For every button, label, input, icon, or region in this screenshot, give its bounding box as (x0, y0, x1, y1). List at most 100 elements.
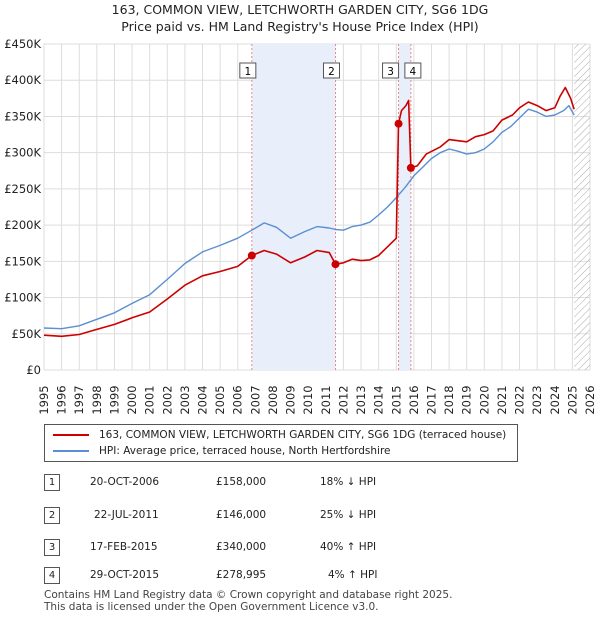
x-axis-ticks: 1995 1996 1997 1998 1999 2000 2001 2002 2003 2004… (37, 385, 597, 414)
hpi-line (43, 104, 575, 330)
footer-attribution: Contains HM Land Registry data © Crown c… (44, 589, 452, 613)
y-tick-label: £350K (4, 109, 41, 123)
x-tick-label: 2021 (495, 385, 509, 414)
x-tick-label: 2003 (178, 385, 192, 414)
series-lines (43, 86, 575, 338)
sale-marker (331, 260, 340, 269)
x-tick-label: 1995 (37, 385, 51, 414)
y-tick-label: £50K (12, 327, 42, 341)
x-tick-label: 2008 (266, 385, 280, 414)
y-tick-label: £150K (4, 254, 41, 268)
sale-price: £146,000 (216, 509, 267, 521)
sale-date: 22-JUL-2011 (94, 509, 159, 521)
x-tick-label: 2000 (125, 385, 139, 414)
y-tick-label: £300K (4, 146, 41, 160)
x-tick-label: 1998 (90, 385, 104, 414)
table-row: 3 17-FEB-2015 £340,000 40% ↑ HPI (44, 537, 444, 557)
table-row: 1 20-OCT-2006 £158,000 18% ↓ HPI (44, 472, 444, 492)
title-line-2: Price paid vs. HM Land Registry's House … (121, 19, 479, 34)
y-tick-label: £0 (26, 363, 41, 377)
sale-date: 20-OCT-2006 (90, 476, 159, 488)
sale-label-box (322, 62, 340, 79)
x-tick-label: 2012 (336, 385, 350, 414)
x-tick-label: 2011 (319, 385, 333, 414)
legend-item-property: 163, COMMON VIEW, LETCHWORTH GARDEN CITY… (53, 427, 506, 443)
x-tick-label: 2013 (354, 385, 368, 414)
x-tick-label: 1997 (72, 385, 86, 414)
legend-label-hpi: HPI: Average price, terraced house, Nort… (99, 445, 391, 457)
sale-hpi-diff: 4% ↑ HPI (328, 569, 378, 581)
sale-marker (247, 251, 256, 260)
sale-labels: 1 2 3 4 (239, 62, 422, 79)
shaded-period (398, 44, 411, 370)
x-tick-label: 2001 (143, 385, 157, 414)
x-tick-label: 2017 (424, 385, 438, 414)
footer-line-1: Contains HM Land Registry data © Crown c… (44, 589, 453, 601)
sale-hpi-diff: 18% ↓ HPI (320, 476, 377, 488)
chart-title: 163, COMMON VIEW, LETCHWORTH GARDEN CITY… (0, 0, 600, 35)
y-tick-label: £200K (4, 218, 41, 232)
y-tick-label: £100K (4, 291, 41, 305)
x-tick-label: 2020 (477, 385, 491, 414)
x-tick-label: 1996 (55, 385, 69, 414)
grid (43, 43, 591, 371)
x-tick-label: 2004 (196, 385, 210, 414)
sale-number: 1 (44, 474, 60, 491)
sale-price: £158,000 (216, 476, 267, 488)
x-tick-label: 2015 (389, 385, 403, 414)
sale-hpi-diff: 40% ↑ HPI (320, 541, 377, 553)
y-tick-label: £250K (4, 182, 41, 196)
x-tick-label: 2002 (160, 385, 174, 414)
x-tick-label: 2005 (213, 385, 227, 414)
sale-marker (394, 119, 403, 128)
legend-label-property: 163, COMMON VIEW, LETCHWORTH GARDEN CITY… (99, 429, 507, 441)
table-row: 4 29-OCT-2015 £278,995 4% ↑ HPI (44, 565, 444, 585)
sale-price: £340,000 (216, 541, 267, 553)
sale-label-text: 2 (328, 66, 335, 78)
sale-label-box (382, 62, 400, 79)
future-hatch-area (574, 44, 590, 370)
x-tick-label: 2022 (513, 385, 527, 414)
shaded-periods (251, 44, 411, 370)
sale-label-text: 1 (244, 66, 251, 78)
sale-number: 4 (44, 567, 60, 584)
sale-number: 3 (44, 539, 60, 556)
x-tick-label: 2009 (284, 385, 298, 414)
y-tick-label: £400K (4, 73, 41, 87)
sale-price: £278,995 (216, 569, 267, 581)
x-tick-label: 2018 (442, 385, 456, 414)
sale-hpi-diff: 25% ↓ HPI (320, 509, 377, 521)
sale-marker (406, 163, 415, 172)
sale-number: 2 (44, 507, 60, 524)
table-row: 2 22-JUL-2011 £146,000 25% ↓ HPI (44, 505, 444, 525)
x-tick-label: 2014 (372, 385, 386, 414)
y-axis-ticks: £0 £50K £100K £150K £200K £250K £300K £350K £400… (4, 37, 41, 377)
legend: 163, COMMON VIEW, LETCHWORTH GARDEN CITY… (44, 424, 518, 462)
property-price-line (43, 86, 575, 338)
sale-markers (247, 119, 415, 269)
x-tick-label: 2026 (583, 385, 597, 414)
x-tick-label: 2006 (231, 385, 245, 414)
x-tick-label: 1999 (107, 385, 121, 414)
x-tick-label: 2007 (248, 385, 262, 414)
future-hatch (574, 44, 590, 370)
y-tick-label: £450K (4, 37, 41, 51)
sale-label-text: 3 (387, 66, 394, 78)
sale-label-box (404, 62, 422, 79)
x-tick-label: 2025 (565, 385, 579, 414)
sale-date: 17-FEB-2015 (90, 541, 158, 553)
x-tick-label: 2023 (530, 385, 544, 414)
x-tick-label: 2024 (548, 385, 562, 414)
sale-label-box (239, 62, 257, 79)
sale-date: 29-OCT-2015 (90, 569, 159, 581)
x-tick-label: 2019 (460, 385, 474, 414)
shaded-period (251, 44, 336, 370)
price-chart: £0 £50K £100K £150K £200K £250K £300K £350K £400… (4, 37, 597, 415)
sale-label-text: 4 (410, 66, 417, 78)
footer-line-2: This data is licensed under the Open Gov… (44, 601, 379, 613)
title-line-1: 163, COMMON VIEW, LETCHWORTH GARDEN CITY… (111, 2, 489, 17)
x-tick-label: 2016 (407, 385, 421, 414)
legend-item-hpi: HPI: Average price, terraced house, Nort… (53, 443, 391, 459)
x-tick-label: 2010 (301, 385, 315, 414)
legend-swatch-property (53, 434, 89, 436)
